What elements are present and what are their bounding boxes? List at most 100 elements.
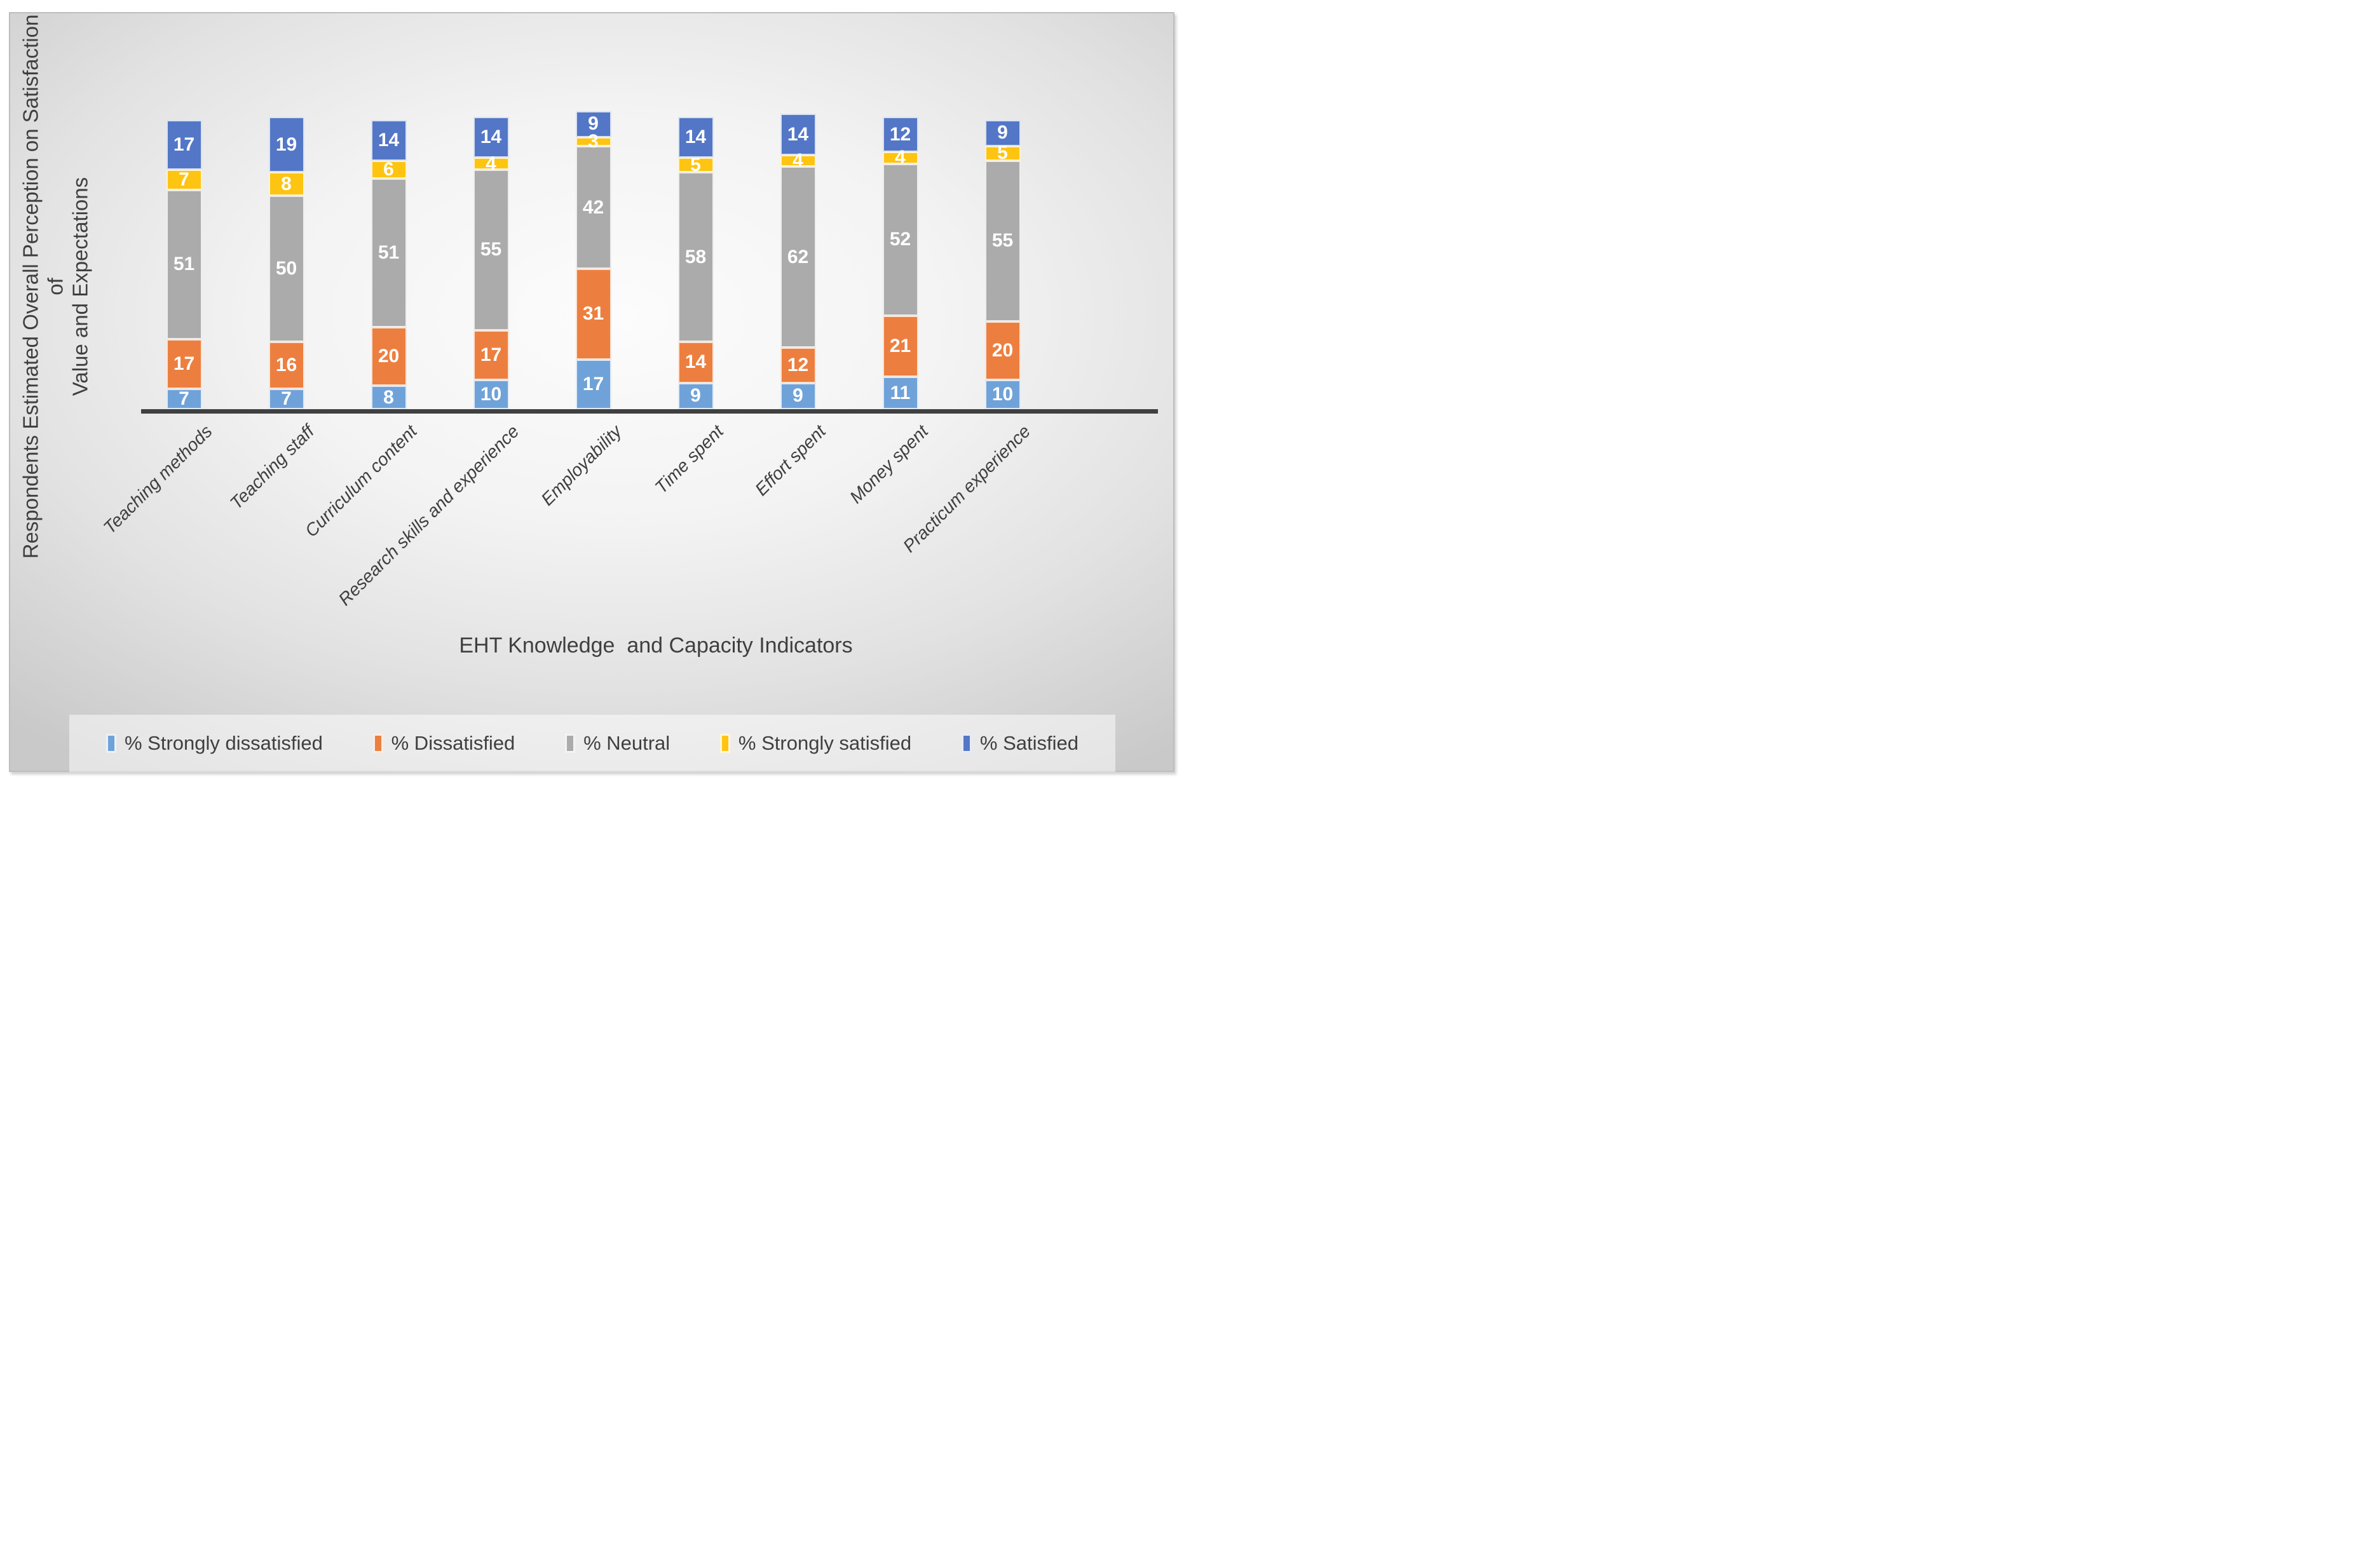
segment-dissatisfied-employability[interactable]: 31 — [575, 269, 611, 360]
legend-swatch-strongly-dissatisfied — [106, 734, 116, 753]
segment-dissatisfied-teaching-methods[interactable]: 17 — [166, 339, 202, 389]
segment-neutral-time-spent[interactable]: 58 — [677, 172, 714, 342]
segment-satisfied-effort-spent[interactable]: 14 — [780, 114, 816, 155]
category-label-money-spent: Money spent — [846, 421, 932, 508]
segment-strongly-satisfied-practicum-experience[interactable]: 5 — [984, 144, 1021, 163]
segment-strongly-satisfied-research-skills-and-experience[interactable]: 4 — [473, 154, 509, 173]
bar-teaching-staff: 19 8 50 16 7 — [268, 117, 304, 409]
segment-strongly-satisfied-teaching-methods[interactable]: 7 — [166, 168, 202, 190]
data-label: 17 — [480, 344, 502, 365]
segment-satisfied-time-spent[interactable]: 14 — [677, 117, 714, 158]
segment-neutral-employability[interactable]: 42 — [575, 145, 611, 269]
segment-satisfied-research-skills-and-experience[interactable]: 14 — [473, 117, 509, 158]
data-label: 17 — [173, 133, 195, 155]
bar-research-skills-and-experience: 14 4 55 17 10 — [473, 117, 509, 409]
category-label-research-skills-and-experience: Research skills and experience — [334, 421, 523, 609]
data-label: 10 — [991, 383, 1014, 405]
data-label: 4 — [486, 152, 496, 174]
segment-dissatisfied-research-skills-and-experience[interactable]: 17 — [473, 330, 509, 380]
data-label: 11 — [890, 382, 911, 403]
data-label: 6 — [383, 158, 394, 180]
segment-strongly-satisfied-time-spent[interactable]: 5 — [677, 154, 714, 175]
segment-strongly-dissatisfied-effort-spent[interactable]: 9 — [780, 382, 816, 409]
data-label: 14 — [378, 129, 400, 151]
segment-strongly-dissatisfied-employability[interactable]: 17 — [575, 359, 611, 409]
data-label: 14 — [684, 126, 707, 148]
segment-strongly-satisfied-teaching-staff[interactable]: 8 — [268, 172, 304, 196]
legend-swatch-strongly-satisfied — [719, 734, 730, 753]
segment-strongly-dissatisfied-money-spent[interactable]: 11 — [882, 377, 918, 409]
data-label: 10 — [480, 383, 502, 405]
legend-label: % Strongly satisfied — [738, 732, 912, 754]
data-label: 51 — [378, 241, 400, 263]
segment-neutral-curriculum-content[interactable]: 51 — [371, 178, 407, 328]
segment-strongly-satisfied-curriculum-content[interactable]: 6 — [371, 158, 407, 180]
data-label: 20 — [991, 339, 1014, 361]
segment-satisfied-employability[interactable]: 9 — [575, 111, 611, 138]
legend-item-strongly-satisfied[interactable]: % Strongly satisfied — [719, 732, 912, 755]
data-label: 9 — [690, 385, 701, 407]
segment-satisfied-teaching-staff[interactable]: 19 — [268, 117, 304, 173]
legend-swatch-neutral — [565, 734, 576, 753]
data-label: 4 — [793, 149, 803, 171]
segment-neutral-practicum-experience[interactable]: 55 — [984, 160, 1021, 321]
segment-neutral-research-skills-and-experience[interactable]: 55 — [473, 169, 509, 330]
bar-practicum-experience: 9 5 55 20 10 — [984, 119, 1021, 409]
segment-neutral-teaching-methods[interactable]: 51 — [166, 189, 202, 339]
segment-dissatisfied-practicum-experience[interactable]: 20 — [984, 321, 1021, 380]
data-label: 7 — [179, 168, 189, 190]
legend-item-strongly-dissatisfied[interactable]: % Strongly dissatisfied — [106, 732, 323, 755]
segment-neutral-money-spent[interactable]: 52 — [882, 163, 918, 316]
data-label: 9 — [588, 113, 599, 135]
data-label: 20 — [378, 346, 400, 367]
segment-strongly-dissatisfied-curriculum-content[interactable]: 8 — [371, 386, 407, 409]
data-label: 17 — [582, 373, 604, 395]
data-label: 58 — [684, 246, 707, 267]
segment-strongly-satisfied-effort-spent[interactable]: 4 — [780, 151, 816, 170]
segment-strongly-satisfied-employability[interactable]: 3 — [575, 132, 611, 151]
legend-label: % Neutral — [583, 732, 670, 754]
data-label: 51 — [173, 253, 195, 275]
legend-item-neutral[interactable]: % Neutral — [565, 732, 670, 755]
segment-satisfied-money-spent[interactable]: 12 — [882, 117, 918, 152]
segment-strongly-dissatisfied-teaching-methods[interactable]: 7 — [166, 388, 202, 409]
bar-employability: 9 3 42 31 17 — [575, 111, 611, 409]
segment-satisfied-practicum-experience[interactable]: 9 — [984, 119, 1021, 146]
segment-satisfied-teaching-methods[interactable]: 17 — [166, 119, 202, 170]
data-label: 55 — [991, 230, 1014, 252]
segment-dissatisfied-effort-spent[interactable]: 12 — [780, 348, 816, 383]
segment-strongly-dissatisfied-practicum-experience[interactable]: 10 — [984, 379, 1021, 409]
legend: % Strongly dissatisfied % Dissatisfied %… — [69, 715, 1115, 772]
data-label: 16 — [275, 354, 297, 375]
y-axis-title-line1: Respondents Estimated Overall Perception… — [18, 14, 67, 559]
data-label: 9 — [997, 122, 1008, 144]
legend-label: % Satisfied — [979, 732, 1079, 754]
segment-dissatisfied-teaching-staff[interactable]: 16 — [268, 342, 304, 389]
bar-curriculum-content: 14 6 51 20 8 — [371, 119, 407, 409]
legend-label: % Strongly dissatisfied — [125, 732, 323, 754]
segment-strongly-dissatisfied-teaching-staff[interactable]: 7 — [268, 388, 304, 409]
segment-satisfied-curriculum-content[interactable]: 14 — [371, 119, 407, 161]
data-label: 17 — [173, 353, 195, 374]
legend-item-dissatisfied[interactable]: % Dissatisfied — [372, 732, 515, 755]
category-label-teaching-methods: Teaching methods — [99, 421, 216, 537]
category-label-curriculum-content: Curriculum content — [301, 421, 421, 541]
legend-label: % Dissatisfied — [391, 732, 515, 754]
bar-effort-spent: 14 4 62 12 9 — [780, 114, 816, 409]
segment-dissatisfied-time-spent[interactable]: 14 — [677, 342, 714, 383]
segment-dissatisfied-curriculum-content[interactable]: 20 — [371, 327, 407, 386]
segment-strongly-dissatisfied-time-spent[interactable]: 9 — [677, 382, 714, 409]
segment-neutral-effort-spent[interactable]: 62 — [780, 166, 816, 348]
data-label: 14 — [787, 123, 809, 145]
data-label: 5 — [690, 154, 701, 175]
data-label: 50 — [275, 258, 297, 280]
segment-strongly-satisfied-money-spent[interactable]: 4 — [882, 148, 918, 167]
data-label: 4 — [895, 147, 906, 168]
data-label: 21 — [889, 335, 911, 357]
segment-neutral-teaching-staff[interactable]: 50 — [268, 196, 304, 342]
segment-strongly-dissatisfied-research-skills-and-experience[interactable]: 10 — [473, 379, 509, 409]
segment-dissatisfied-money-spent[interactable]: 21 — [882, 315, 918, 377]
data-label: 55 — [480, 239, 502, 260]
legend-item-satisfied[interactable]: % Satisfied — [961, 732, 1079, 755]
category-label-time-spent: Time spent — [651, 421, 728, 497]
